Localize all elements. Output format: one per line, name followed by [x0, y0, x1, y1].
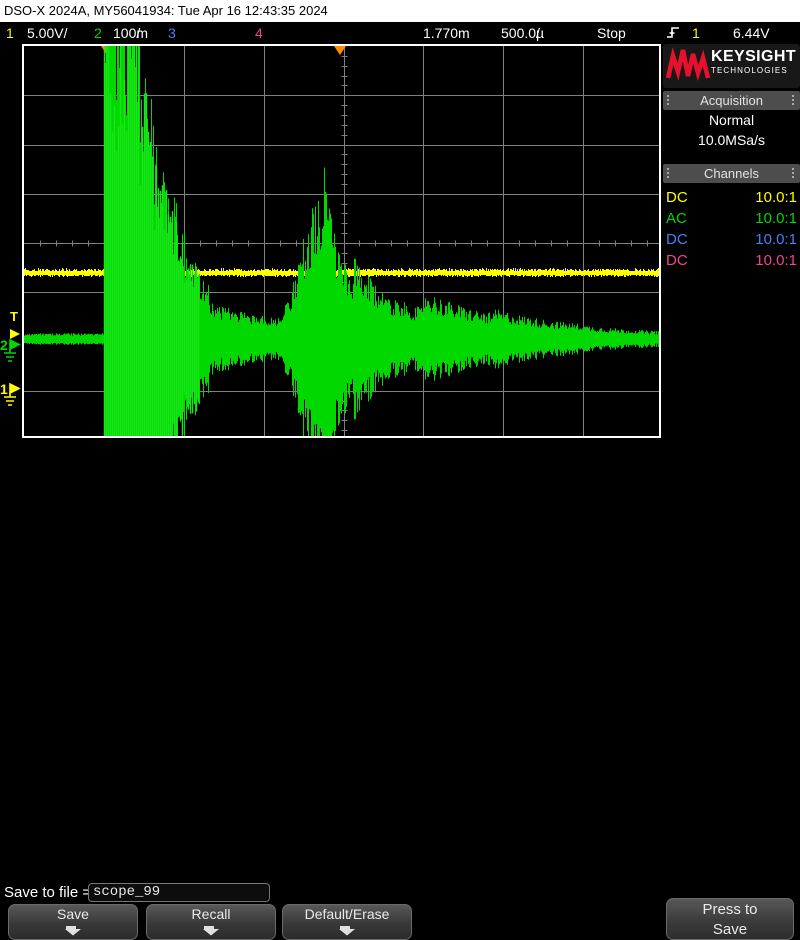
channel-3-coupling: DC	[666, 231, 688, 248]
channel-1-indicator[interactable]: 1	[6, 25, 14, 41]
press-to-save-line2: Save	[712, 921, 748, 938]
channel-3-probe-ratio: 10.0:1	[755, 231, 797, 248]
svg-text:1: 1	[0, 381, 8, 397]
right-sidebar: KEYSIGHT TECHNOLOGIES Acquisition Normal…	[663, 44, 800, 438]
bottom-toolbar: Save to file = scope_99 Save Recall Defa…	[0, 440, 800, 940]
delay-value: 1.770	[423, 25, 459, 41]
svg-text:2: 2	[0, 337, 8, 353]
keysight-wave-logo-icon	[665, 47, 711, 82]
grip-dots-left-icon	[667, 168, 671, 179]
down-arrow-icon	[203, 926, 219, 936]
down-arrow-icon	[65, 926, 81, 936]
unit-top: m	[458, 25, 470, 41]
channel-1-scale[interactable]: 5.00V/	[27, 25, 68, 41]
filename-input[interactable]: scope_99	[88, 883, 270, 902]
channel-2-indicator[interactable]: 2	[94, 25, 102, 41]
trigger-source-indicator[interactable]: 1	[692, 25, 700, 41]
logo-brand-text: KEYSIGHT	[711, 48, 796, 65]
channel-4-probe-ratio: 10.0:1	[755, 252, 797, 269]
channel-1-ground-marker[interactable]: 1	[0, 381, 22, 412]
timebase-slash: /	[536, 25, 540, 41]
grip-dots-left-icon	[667, 95, 671, 106]
channel-row-3[interactable]: DC 10.0:1	[663, 229, 800, 250]
recall-button-label: Recall	[191, 906, 231, 922]
waveform-traces	[24, 46, 659, 436]
timebase-value: 500.0	[501, 25, 537, 41]
acquisition-mode-value[interactable]: Normal	[708, 112, 755, 128]
waveform-display[interactable]	[22, 44, 661, 438]
left-marker-column: T 2 1	[0, 44, 22, 438]
channel-4-indicator[interactable]: 4	[255, 25, 263, 41]
down-arrow-icon	[339, 926, 355, 936]
save-button[interactable]: Save	[8, 904, 138, 940]
default-erase-button-label: Default/Erase	[304, 906, 390, 922]
trigger-level-readout[interactable]: 6.44V	[733, 25, 770, 41]
timebase-readout[interactable]: 500.0µs/	[501, 22, 544, 63]
trigger-edge-icon	[666, 25, 680, 47]
channel-1-probe-ratio: 10.0:1	[755, 189, 797, 206]
channel-4-coupling: DC	[666, 252, 688, 269]
channels-panel-header[interactable]: Channels	[663, 164, 800, 183]
press-to-save-line1: Press to	[702, 901, 758, 918]
grip-dots-right-icon	[792, 95, 796, 106]
unit-top: µ	[536, 25, 545, 41]
channel-row-2[interactable]: AC 10.0:1	[663, 208, 800, 229]
save-to-file-label: Save to file =	[4, 884, 92, 901]
acquisition-panel-title: Acquisition	[700, 93, 763, 108]
channel-2-scale[interactable]: 100mV/	[113, 22, 148, 63]
channel-row-1[interactable]: DC 10.0:1	[663, 187, 800, 208]
trigger-level-marker[interactable]: T	[8, 309, 22, 347]
channel-row-4[interactable]: DC 10.0:1	[663, 250, 800, 271]
channel-2-ground-marker[interactable]: 2	[0, 337, 22, 368]
run-state-label[interactable]: Stop	[597, 25, 626, 41]
unit-top: m	[136, 25, 149, 41]
svg-text:T: T	[10, 310, 18, 324]
recall-button[interactable]: Recall	[146, 904, 276, 940]
channel-3-indicator[interactable]: 3	[168, 25, 176, 41]
settings-bar: 1 5.00V/ 2 100mV/ 3 4 1.770ms 500.0µs/ S…	[0, 22, 800, 63]
channel-2-scale-slash: /	[136, 25, 141, 41]
acquisition-panel-header[interactable]: Acquisition	[663, 91, 800, 110]
acquisition-rate-value[interactable]: 10.0MSa/s	[698, 132, 765, 148]
grip-dots-right-icon	[792, 168, 796, 179]
save-button-label: Save	[57, 906, 89, 922]
channel-2-probe-ratio: 10.0:1	[755, 210, 797, 227]
channel-1-coupling: DC	[666, 189, 688, 206]
channel-2-coupling: AC	[666, 210, 687, 227]
logo-sub-text: TECHNOLOGIES	[711, 66, 788, 75]
keysight-logo: KEYSIGHT TECHNOLOGIES	[663, 44, 800, 88]
default-erase-button[interactable]: Default/Erase	[282, 904, 412, 940]
channel-2-scale-value: 100	[113, 25, 137, 41]
press-to-save-button[interactable]: Press to Save	[666, 898, 794, 940]
channels-panel-title: Channels	[704, 166, 759, 181]
delay-readout[interactable]: 1.770ms	[423, 22, 470, 63]
window-title-bar: DSO-X 2024A, MY56041934: Tue Apr 16 12:4…	[0, 0, 800, 22]
